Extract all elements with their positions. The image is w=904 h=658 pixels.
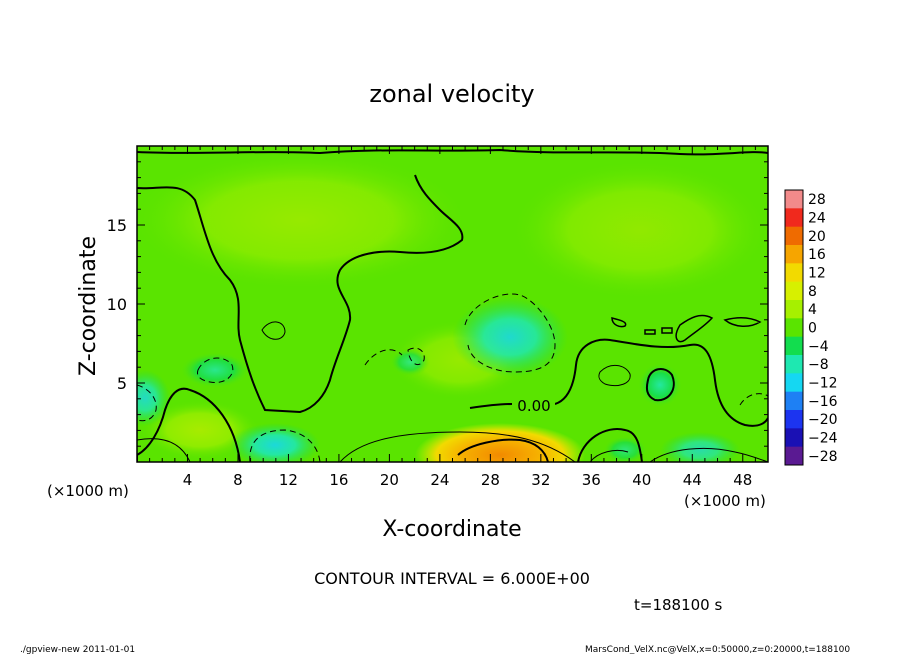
colorbar-label: −28 [808, 449, 838, 465]
colorbar-swatch [785, 410, 803, 429]
colorbar-label: 20 [808, 229, 826, 245]
y-tick-label: 15 [107, 216, 127, 235]
negative-contour-edge [137, 384, 157, 422]
field-region-upper-right [510, 160, 768, 300]
negative-contour-left [197, 357, 234, 384]
positive-contour-max [457, 438, 549, 462]
colorbar-label: −16 [808, 394, 838, 410]
negative-contour-mid [364, 347, 425, 366]
colorbar-swatch [785, 245, 803, 264]
colorbar-swatch [785, 355, 803, 374]
y-axis: 5 10 15 [107, 161, 768, 447]
field-minimum-right-lower [603, 436, 647, 462]
x-axis-unit-left: (×1000 m) [47, 482, 129, 500]
positive-contour-outer [339, 431, 576, 462]
footer-right: MarsCond_VelX.nc@VelX,x=0:50000,z=0:2000… [585, 645, 850, 654]
colorbar-label: −12 [808, 376, 838, 392]
zero-contour-main [137, 174, 464, 414]
colorbar-label: 24 [808, 211, 826, 227]
colorbar-frame [784, 189, 804, 466]
colorbar-label: −8 [808, 357, 829, 373]
colorbar-swatch [785, 190, 803, 209]
colorbar-swatch [785, 391, 803, 411]
x-tick-label: 48 [733, 471, 752, 489]
colorbar-swatch [785, 263, 803, 283]
zero-contour-right-minimum [645, 368, 675, 402]
colorbar-label: 8 [808, 284, 817, 300]
time-text: t=188100 s [634, 596, 722, 614]
colorbar-swatch [785, 208, 803, 228]
field-minimum-center [452, 297, 568, 377]
y-axis-title: Z-coordinate [76, 236, 101, 376]
x-tick-label: 36 [582, 471, 601, 489]
negative-contour-lower-left [249, 429, 321, 462]
x-tick-label: 24 [430, 471, 449, 489]
colorbar-label: 12 [808, 266, 826, 282]
positive-contour-left [137, 438, 191, 462]
zero-contour-bottom-right [577, 428, 643, 462]
colorbar: 28 24 20 16 12 8 4 0 −4 −8 −12 −16 −20 −24 −28 [784, 189, 838, 466]
colorbar-label: 0 [808, 321, 817, 337]
field-minimum-mid-left [180, 352, 250, 388]
colorbar-label: −4 [808, 339, 829, 355]
colorbar-swatch [785, 373, 803, 393]
x-tick-label: 8 [233, 471, 243, 489]
x-axis: 4 8 12 16 20 24 28 32 36 40 44 48 [149, 146, 756, 489]
zero-contour-right-islands [611, 314, 762, 343]
x-tick-label: 16 [329, 471, 348, 489]
x-tick-label: 44 [683, 471, 702, 489]
zero-contour-top [137, 148, 768, 156]
colorbar-swatch [785, 428, 803, 448]
field-minimum-small [390, 348, 430, 376]
contour-label-background [513, 397, 555, 413]
x-tick-label: 40 [632, 471, 651, 489]
colorbar-swatch [785, 226, 803, 246]
colorbar-label: −24 [808, 431, 838, 447]
x-tick-label: 28 [481, 471, 500, 489]
field-minimum-lower-left [230, 423, 320, 462]
plot-area: 0.00 [137, 146, 768, 462]
zero-contour-labeled [469, 338, 768, 427]
contour-interval-text: CONTOUR INTERVAL = 6.000E+00 [314, 569, 590, 588]
zero-contour-lower [137, 387, 241, 462]
footer-left: ./gpview-new 2011-01-01 [20, 645, 135, 654]
x-axis-unit-right: (×1000 m) [684, 492, 766, 510]
contour-label-zero: 0.00 [517, 397, 550, 415]
y-tick-label: 10 [107, 295, 127, 314]
positive-contour-right [598, 365, 631, 387]
colorbar-label: 28 [808, 192, 826, 208]
x-tick-label: 20 [380, 471, 399, 489]
y-tick-label: 5 [117, 374, 127, 393]
colorbar-label: 4 [808, 302, 817, 318]
positive-contour-bottom-right [589, 447, 768, 462]
colorbar-swatch [785, 446, 803, 466]
chart-title: zonal velocity [369, 80, 534, 108]
negative-contour-center [464, 293, 556, 373]
x-axis-title: X-coordinate [382, 517, 521, 542]
colorbar-label: −20 [808, 412, 838, 428]
colorbar-swatch [785, 336, 803, 356]
x-tick-label: 32 [531, 471, 550, 489]
field-minimum-lower-right [660, 432, 740, 462]
positive-contour-upper [261, 321, 286, 340]
colorbar-label: 16 [808, 247, 826, 263]
x-tick-label: 4 [183, 471, 193, 489]
colorbar-swatch [785, 318, 803, 338]
negative-contour-right-lower [739, 393, 768, 406]
colorbar-swatch [785, 281, 803, 301]
field-region-upper-green [137, 150, 470, 290]
colorbar-swatch [785, 300, 803, 319]
x-tick-label: 12 [279, 471, 298, 489]
